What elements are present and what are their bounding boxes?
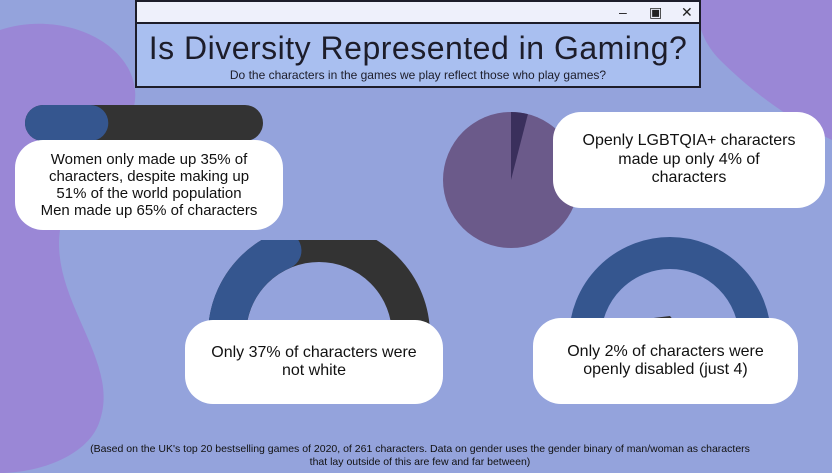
non-white-line-1: Only 37% of characters were [211, 343, 417, 361]
footnote: (Based on the UK's top 20 bestselling ga… [20, 443, 820, 468]
gender-line-1: Women only made up 35% of [50, 150, 248, 168]
gender-line-2: characters, despite making up [48, 167, 250, 185]
page-title: Is Diversity Represented in Gaming? [148, 30, 688, 66]
gender-line-4: Men made up 65% of characters [40, 202, 258, 220]
lgbtqia-pie-chart [443, 112, 579, 248]
lgbtqia-line-2: made up only 4% of [618, 150, 760, 168]
footnote-line-1: (Based on the UK's top 20 bestselling ga… [90, 443, 750, 455]
lgbtqia-line-3: characters [651, 169, 727, 187]
gender-progress-bar [25, 105, 263, 141]
gender-line-3: 51% of the world population [56, 185, 242, 202]
disabled-gauge-track [569, 237, 771, 339]
disabled-line-2: openly disabled (just 4) [583, 361, 748, 378]
disabled-line-1: Only 2% of characters were [567, 342, 764, 360]
right-blob [698, 0, 832, 140]
window-titlebar: – ▣ ✕ [137, 2, 699, 24]
maximize-icon[interactable]: ▣ [649, 4, 663, 20]
footnote-line-2: that lay outside of this are few and far… [309, 455, 531, 468]
lgbtqia-line-1: Openly LGBTQIA+ characters [582, 132, 796, 150]
left-blob [0, 23, 136, 473]
gender-bar-fill [25, 105, 109, 141]
title-window: – ▣ ✕ Is Diversity Represented in Gaming… [135, 0, 701, 88]
lgbtqia-card: Openly LGBTQIA+ characters made up only … [553, 112, 825, 208]
page-subtitle: Do the characters in the games we play r… [229, 68, 607, 82]
disabled-card: Only 2% of characters were openly disabl… [533, 318, 798, 404]
gender-card: Women only made up 35% of characters, de… [15, 140, 283, 230]
close-icon[interactable]: ✕ [681, 4, 693, 20]
pie-slice-lgbtqia [511, 112, 528, 180]
non-white-line-2: not white [281, 362, 347, 379]
minimize-icon[interactable]: – [619, 4, 627, 20]
non-white-card: Only 37% of characters were not white [185, 320, 443, 404]
